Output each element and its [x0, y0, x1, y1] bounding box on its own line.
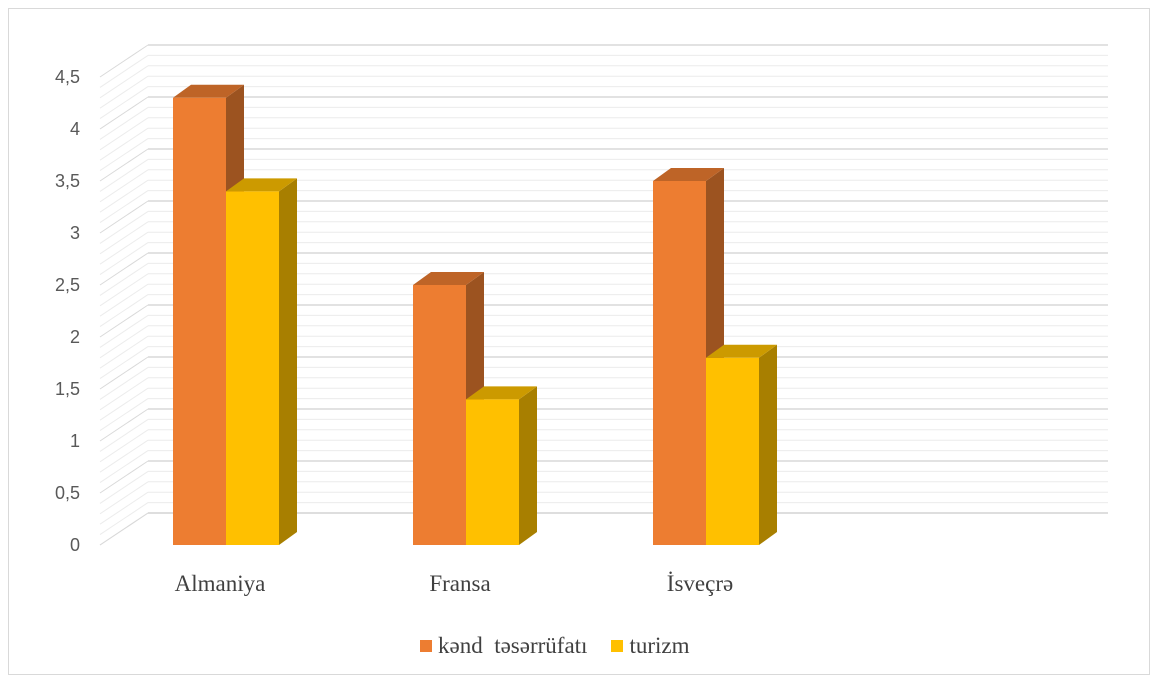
y-tick-label: 0,5	[55, 483, 80, 503]
legend-item-series-2[interactable]: turizm	[611, 633, 689, 659]
bar-side	[519, 386, 537, 545]
side-wall-minor-gridline	[99, 335, 149, 369]
bar-Almaniya-turizm	[226, 178, 297, 545]
side-wall-minor-gridline	[99, 221, 149, 255]
side-wall-minor-gridline	[99, 86, 149, 120]
side-wall-gridline	[99, 252, 149, 286]
side-wall-minor-gridline	[99, 439, 149, 473]
y-tick-label: 3,5	[55, 171, 80, 191]
side-wall-minor-gridline	[99, 231, 149, 265]
side-wall-minor-gridline	[99, 502, 149, 536]
bars	[173, 84, 777, 546]
bar-chart: 0 0,5 1 1,5 2 2,5 3 3,5 4 4,5 Almaniya Fransa İsveç…	[55, 44, 1108, 596]
side-wall-gridline	[99, 148, 149, 182]
legend-label: turizm	[629, 633, 690, 658]
y-tick-label: 0	[70, 535, 80, 555]
bar-side	[759, 344, 777, 545]
legend-swatch	[420, 640, 432, 652]
bar-top	[413, 272, 484, 285]
bar-side	[279, 178, 297, 545]
side-wall-minor-gridline	[99, 294, 149, 328]
side-wall-minor-gridline	[99, 283, 149, 317]
y-tick-label: 3	[70, 223, 80, 243]
side-wall-gridline	[99, 44, 149, 78]
side-wall-gridline	[99, 304, 149, 338]
y-tick-label: 2,5	[55, 275, 80, 295]
bar-top	[653, 168, 724, 181]
side-wall-minor-gridline	[99, 398, 149, 432]
side-wall-minor-gridline	[99, 262, 149, 296]
bar-top	[466, 386, 537, 400]
side-wall-gridline	[99, 408, 149, 442]
side-wall-gridline	[99, 460, 149, 494]
side-wall-minor-gridline	[99, 325, 149, 359]
side-wall-minor-gridline	[99, 481, 149, 515]
side-wall-minor-gridline	[99, 179, 149, 213]
y-tick-label: 1	[70, 431, 80, 451]
bar-front	[466, 399, 519, 545]
side-wall-minor-gridline	[99, 210, 149, 244]
side-wall-minor-gridline	[99, 158, 149, 192]
side-wall-minor-gridline	[99, 106, 149, 140]
x-tick-label: İsveçrə	[667, 571, 733, 596]
y-tick-label: 1,5	[55, 379, 80, 399]
bar-front	[653, 181, 706, 545]
legend-swatch	[611, 640, 624, 652]
bar-İsveçrə-turizm	[706, 344, 777, 545]
bar-Fransa-turizm	[466, 386, 537, 545]
side-wall-minor-gridline	[99, 377, 149, 411]
y-axis-ticks: 0 0,5 1 1,5 2 2,5 3 3,5 4 4,5	[55, 67, 80, 555]
side-wall-minor-gridline	[99, 470, 149, 504]
legend-label: kənd təsərrüfatı	[438, 633, 588, 658]
side-wall-minor-gridline	[99, 429, 149, 463]
x-tick-label: Almaniya	[175, 571, 266, 596]
side-wall-minor-gridline	[99, 273, 149, 307]
side-wall-gridline	[99, 200, 149, 234]
side-wall-minor-gridline	[99, 138, 149, 172]
x-tick-label: Fransa	[429, 571, 490, 596]
side-wall-minor-gridline	[99, 491, 149, 525]
side-wall-minor-gridline	[99, 190, 149, 224]
side-wall-minor-gridline	[99, 314, 149, 348]
side-wall-minor-gridline	[99, 450, 149, 484]
y-tick-label: 4,5	[55, 67, 80, 87]
side-wall-minor-gridline	[99, 117, 149, 151]
bar-front	[413, 285, 466, 545]
side-wall-minor-gridline	[99, 169, 149, 203]
x-axis-ticks: Almaniya Fransa İsveçrə	[175, 571, 734, 596]
bar-top	[706, 344, 777, 358]
gridlines	[99, 44, 1108, 546]
bar-top	[173, 84, 244, 98]
bar-front	[173, 97, 226, 546]
bar-top	[226, 178, 297, 192]
side-wall-minor-gridline	[99, 65, 149, 99]
side-wall-gridline	[99, 96, 149, 130]
side-wall-minor-gridline	[99, 387, 149, 421]
side-wall-gridline	[99, 356, 149, 390]
side-wall-minor-gridline	[99, 366, 149, 400]
side-wall-minor-gridline	[99, 54, 149, 88]
side-wall-minor-gridline	[99, 418, 149, 452]
y-tick-label: 4	[70, 119, 80, 139]
y-tick-label: 2	[70, 327, 80, 347]
bar-front	[706, 357, 759, 545]
side-wall-minor-gridline	[99, 242, 149, 276]
bar-front	[226, 191, 279, 545]
legend-item-series-1[interactable]: kənd təsərrüfatı	[420, 633, 587, 659]
side-wall-minor-gridline	[99, 75, 149, 109]
side-wall-minor-gridline	[99, 346, 149, 380]
side-wall-gridline	[99, 512, 149, 546]
side-wall-minor-gridline	[99, 127, 149, 161]
legend: kənd təsərrüfatı turizm	[420, 631, 689, 661]
